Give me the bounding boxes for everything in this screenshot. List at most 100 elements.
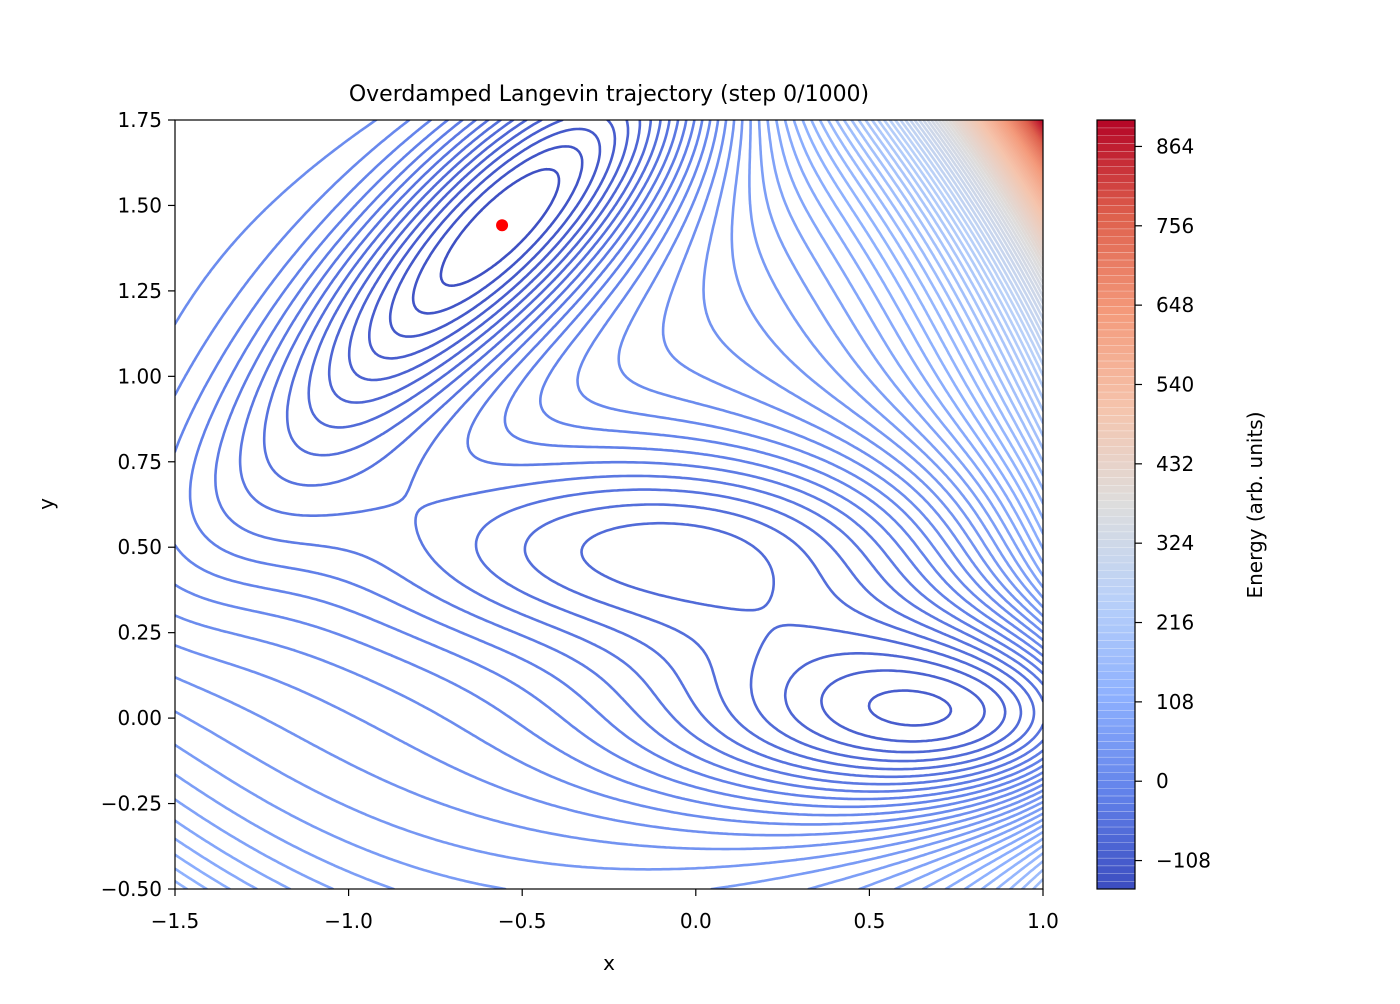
colorbar-band	[1097, 461, 1135, 470]
colorbar-band	[1097, 624, 1135, 633]
contour-level	[411, 145, 584, 315]
contour-level	[1001, 120, 1043, 180]
contour-level	[175, 120, 1043, 851]
colorbar-band	[1097, 306, 1135, 315]
colorbar-band	[1097, 586, 1135, 594]
y-tick-label: 1.25	[117, 279, 162, 303]
x-tick-label: −1.5	[151, 909, 200, 933]
colorbar-band	[1097, 826, 1135, 835]
colorbar-band	[1097, 578, 1135, 587]
colorbar-tick-label: 0	[1156, 769, 1169, 793]
colorbar-band	[1097, 663, 1135, 672]
colorbar-band	[1097, 477, 1135, 486]
colorbar-band	[1097, 554, 1135, 563]
colorbar-band	[1097, 749, 1135, 757]
y-tick-label: 1.00	[117, 364, 162, 388]
colorbar-band	[1097, 772, 1135, 781]
colorbar-band	[1097, 873, 1135, 882]
colorbar-band	[1097, 368, 1135, 377]
contour-level	[175, 120, 1043, 889]
colorbar-band	[1097, 694, 1135, 703]
colorbar-band	[1097, 516, 1135, 524]
colorbar-band	[1097, 679, 1135, 688]
colorbar-band	[1097, 702, 1135, 711]
contour-level	[175, 120, 1043, 889]
colorbar-band	[1097, 531, 1135, 540]
colorbar-band	[1097, 655, 1135, 664]
plot-frame	[174, 119, 1044, 890]
colorbar-band	[1097, 158, 1135, 167]
contour-level	[850, 120, 1043, 450]
y-tick-label: 0.25	[117, 621, 162, 645]
colorbar-band	[1097, 500, 1135, 509]
contour-level	[968, 120, 1043, 233]
colorbar-band	[1097, 236, 1135, 245]
contour-level	[842, 120, 1043, 889]
colorbar-band	[1097, 143, 1135, 152]
colorbar-band	[1097, 290, 1135, 299]
colorbar-band	[1097, 360, 1135, 369]
contour-level	[1003, 120, 1043, 177]
colorbar-band	[1097, 764, 1135, 773]
colorbar-band	[1097, 710, 1135, 719]
contour-lines	[175, 120, 1043, 889]
colorbar-band	[1097, 492, 1135, 501]
colorbar-tick-label: −108	[1156, 849, 1211, 873]
contour-level	[388, 127, 602, 338]
colorbar-tick-label: 108	[1156, 690, 1194, 714]
particle-marker	[496, 219, 509, 232]
colorbar-band	[1097, 189, 1135, 198]
contour-level	[1010, 120, 1043, 167]
colorbar-band	[1097, 648, 1135, 656]
contour-level	[913, 120, 1043, 329]
colorbar-band	[1097, 127, 1135, 136]
x-tick-label: −0.5	[498, 909, 547, 933]
colorbar-band	[1097, 609, 1135, 618]
contour-level	[327, 120, 1007, 754]
contour-level	[983, 120, 1043, 209]
colorbar-band	[1097, 430, 1135, 439]
contour-level	[175, 120, 1043, 826]
colorbar-band	[1097, 120, 1135, 128]
colorbar-band	[1097, 640, 1135, 649]
colorbar-band	[1097, 135, 1135, 144]
colorbar-band	[1097, 687, 1135, 695]
colorbar-axis: −108 0 108 216 324 432 540 648 756 864	[1135, 134, 1211, 873]
colorbar-tick-label: 432	[1156, 452, 1194, 476]
colorbar-band	[1097, 259, 1135, 268]
colorbar-band	[1097, 220, 1135, 229]
contour-level	[1009, 120, 1043, 169]
colorbar-band	[1097, 601, 1135, 610]
colorbar-band	[1097, 337, 1135, 346]
contour-level	[175, 120, 1043, 889]
contour-level	[175, 120, 1043, 889]
colorbar-band	[1097, 182, 1135, 190]
colorbar-band	[1097, 228, 1135, 237]
contour-level	[439, 167, 561, 287]
contour-level	[959, 120, 1043, 246]
colorbar-band	[1097, 725, 1135, 734]
colorbar-label: Energy (arb. units)	[1243, 411, 1267, 598]
colorbar-band	[1097, 174, 1135, 183]
contour-level	[175, 120, 1043, 889]
contour-level	[991, 120, 1043, 195]
contour-level	[175, 120, 1043, 889]
colorbar-band	[1097, 671, 1135, 680]
colorbar-band	[1097, 151, 1135, 159]
colorbar-band	[1097, 819, 1135, 827]
colorbar-band	[1097, 422, 1135, 431]
colorbar-tick-label: 540	[1156, 372, 1194, 396]
colorbar-band	[1097, 213, 1135, 221]
colorbar-band	[1097, 780, 1135, 789]
y-axis-label: y	[34, 498, 58, 510]
colorbar-tick-label: 756	[1156, 214, 1194, 238]
colorbar-band	[1097, 539, 1135, 548]
colorbar-band	[1097, 329, 1135, 338]
contour-level	[307, 120, 1023, 763]
contour-level	[835, 120, 1043, 889]
colorbar-band	[1097, 166, 1135, 175]
colorbar-band	[1097, 314, 1135, 322]
colorbar-band	[1097, 562, 1135, 571]
contour-level	[238, 120, 1043, 786]
colorbar-band	[1097, 811, 1135, 820]
